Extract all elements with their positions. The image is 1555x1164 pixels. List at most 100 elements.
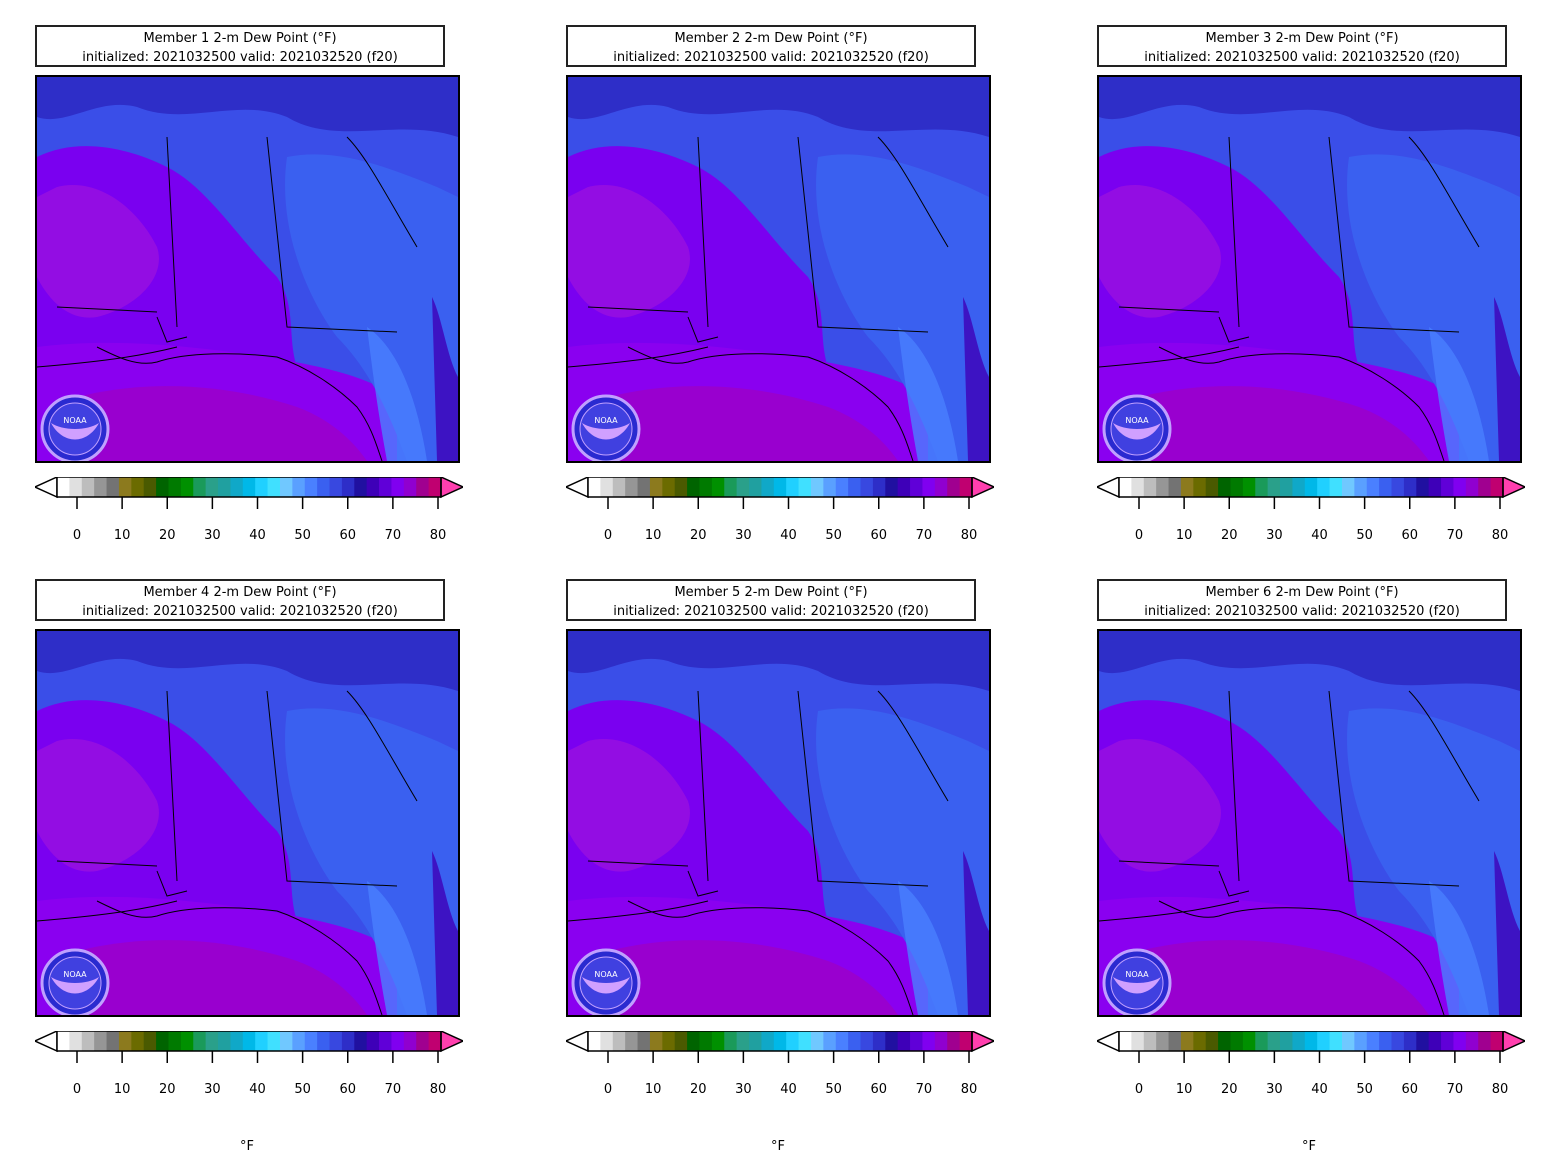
colorbar-segment (749, 477, 762, 497)
colorbar-segment (1143, 1031, 1157, 1051)
colorbar (1095, 475, 1527, 509)
colorbar-segment (391, 1031, 405, 1051)
panel-title-line1: Member 4 2-m Dew Point (°F) (143, 585, 337, 600)
colorbar-segment (1428, 477, 1442, 497)
colorbar-segment (366, 477, 380, 497)
colorbar-segment (749, 1031, 762, 1051)
colorbar-segment (180, 477, 194, 497)
colorbar-segment (1180, 1031, 1194, 1051)
colorbar-over-arrow (971, 1029, 996, 1053)
colorbar-segment (588, 477, 601, 497)
colorbar-segment (959, 477, 973, 497)
colorbar-segment (341, 1031, 355, 1051)
colorbar-unit-label: °F (1302, 1139, 1316, 1154)
colorbar-tick-label: 40 (1311, 528, 1328, 543)
colorbar-segment (341, 477, 355, 497)
colorbar-segment (773, 1031, 787, 1051)
colorbar-segment (1267, 477, 1281, 497)
colorbar-segment (1119, 477, 1132, 497)
colorbar-segment (1379, 1031, 1393, 1051)
colorbar-segment (304, 477, 318, 497)
colorbar-segment (403, 477, 417, 497)
colorbar-segment (872, 1031, 886, 1051)
colorbar-segment (1391, 477, 1405, 497)
colorbar-segment (1403, 1031, 1417, 1051)
colorbar-segment (267, 1031, 281, 1051)
dew-point-map: NOAA (566, 629, 991, 1017)
colorbar-segment (761, 1031, 775, 1051)
colorbar-segment (81, 1031, 95, 1051)
colorbar-segment (736, 477, 750, 497)
colorbar-segment (736, 1031, 750, 1051)
colorbar-segment (1280, 1031, 1293, 1051)
colorbar-segment (910, 1031, 923, 1051)
panel-title: Member 5 2-m Dew Point (°F) initialized:… (566, 579, 976, 621)
colorbar-under-arrow (564, 1029, 589, 1053)
panel-title: Member 2 2-m Dew Point (°F) initialized:… (566, 25, 976, 67)
colorbar-segment (1242, 1031, 1256, 1051)
colorbar-segment (1280, 477, 1293, 497)
colorbar-tick-label: 30 (204, 1082, 221, 1097)
colorbar-segment (106, 477, 120, 497)
colorbar-segment (354, 1031, 368, 1051)
colorbar-tick-label: 0 (603, 1082, 613, 1097)
colorbar-segment (848, 477, 862, 497)
colorbar-segment (94, 1031, 108, 1051)
colorbar-segment (1230, 477, 1244, 497)
colorbar-segment (218, 1031, 231, 1051)
colorbar (33, 1029, 465, 1063)
colorbar-under-arrow (1095, 475, 1120, 499)
colorbar-segment (57, 477, 70, 497)
panel-title: Member 3 2-m Dew Point (°F) initialized:… (1097, 25, 1507, 67)
colorbar-segment (1416, 1031, 1430, 1051)
colorbar-tick-label: 10 (1175, 528, 1193, 543)
map-panel: Member 1 2-m Dew Point (°F) initialized:… (33, 25, 515, 585)
colorbar-segment (156, 477, 169, 497)
panel-title-line2: initialized: 2021032500 valid: 202103252… (613, 50, 929, 65)
colorbar-segment (786, 1031, 800, 1051)
colorbar-segment (885, 1031, 899, 1051)
colorbar-tick-label: 30 (735, 528, 752, 543)
colorbar-segment (1453, 1031, 1467, 1051)
colorbar-over-arrow (971, 475, 996, 499)
logo-text: NOAA (1125, 970, 1149, 979)
panel-title-line2: initialized: 2021032500 valid: 202103252… (82, 50, 398, 65)
colorbar-segment (1416, 477, 1430, 497)
colorbar-tick-label: 10 (113, 528, 131, 543)
map-panel: Member 5 2-m Dew Point (°F) initialized:… (564, 579, 1046, 1154)
colorbar-segment (625, 1031, 639, 1051)
panel-title: Member 1 2-m Dew Point (°F) initialized:… (35, 25, 445, 67)
colorbar-tick-label: 60 (339, 528, 357, 543)
colorbar-tick-label: 50 (294, 528, 311, 543)
colorbar-segment (1193, 477, 1207, 497)
colorbar-tick-label: 30 (1266, 528, 1283, 543)
colorbar-segment (848, 1031, 862, 1051)
colorbar-segment (835, 1031, 849, 1051)
colorbar-segment (131, 477, 145, 497)
colorbar-segment (947, 477, 961, 497)
colorbar-segment (379, 1031, 392, 1051)
colorbar (33, 475, 465, 509)
colorbar-segment (872, 477, 886, 497)
colorbar-under-arrow (1095, 1029, 1120, 1053)
colorbar-segment (625, 477, 639, 497)
colorbar-segment (1441, 477, 1454, 497)
colorbar-segment (1255, 477, 1269, 497)
colorbar-segment (860, 1031, 874, 1051)
colorbar-tick-label: 20 (158, 1082, 176, 1097)
logo-text: NOAA (63, 970, 87, 979)
colorbar-segment (143, 1031, 157, 1051)
colorbar-tick-label: 10 (644, 528, 662, 543)
colorbar-segment (1428, 1031, 1442, 1051)
colorbar-segment (786, 477, 800, 497)
panel-title-line1: Member 5 2-m Dew Point (°F) (674, 585, 868, 600)
colorbar-segment (230, 477, 244, 497)
colorbar-tick-label: 70 (1446, 1082, 1464, 1097)
colorbar-segment (1143, 477, 1157, 497)
colorbar-segment (1379, 477, 1393, 497)
colorbar-segment (1193, 1031, 1207, 1051)
colorbar-tick-label: 40 (249, 1082, 266, 1097)
colorbar-segment (699, 477, 713, 497)
colorbar-segment (885, 477, 899, 497)
colorbar-segment (193, 1031, 207, 1051)
